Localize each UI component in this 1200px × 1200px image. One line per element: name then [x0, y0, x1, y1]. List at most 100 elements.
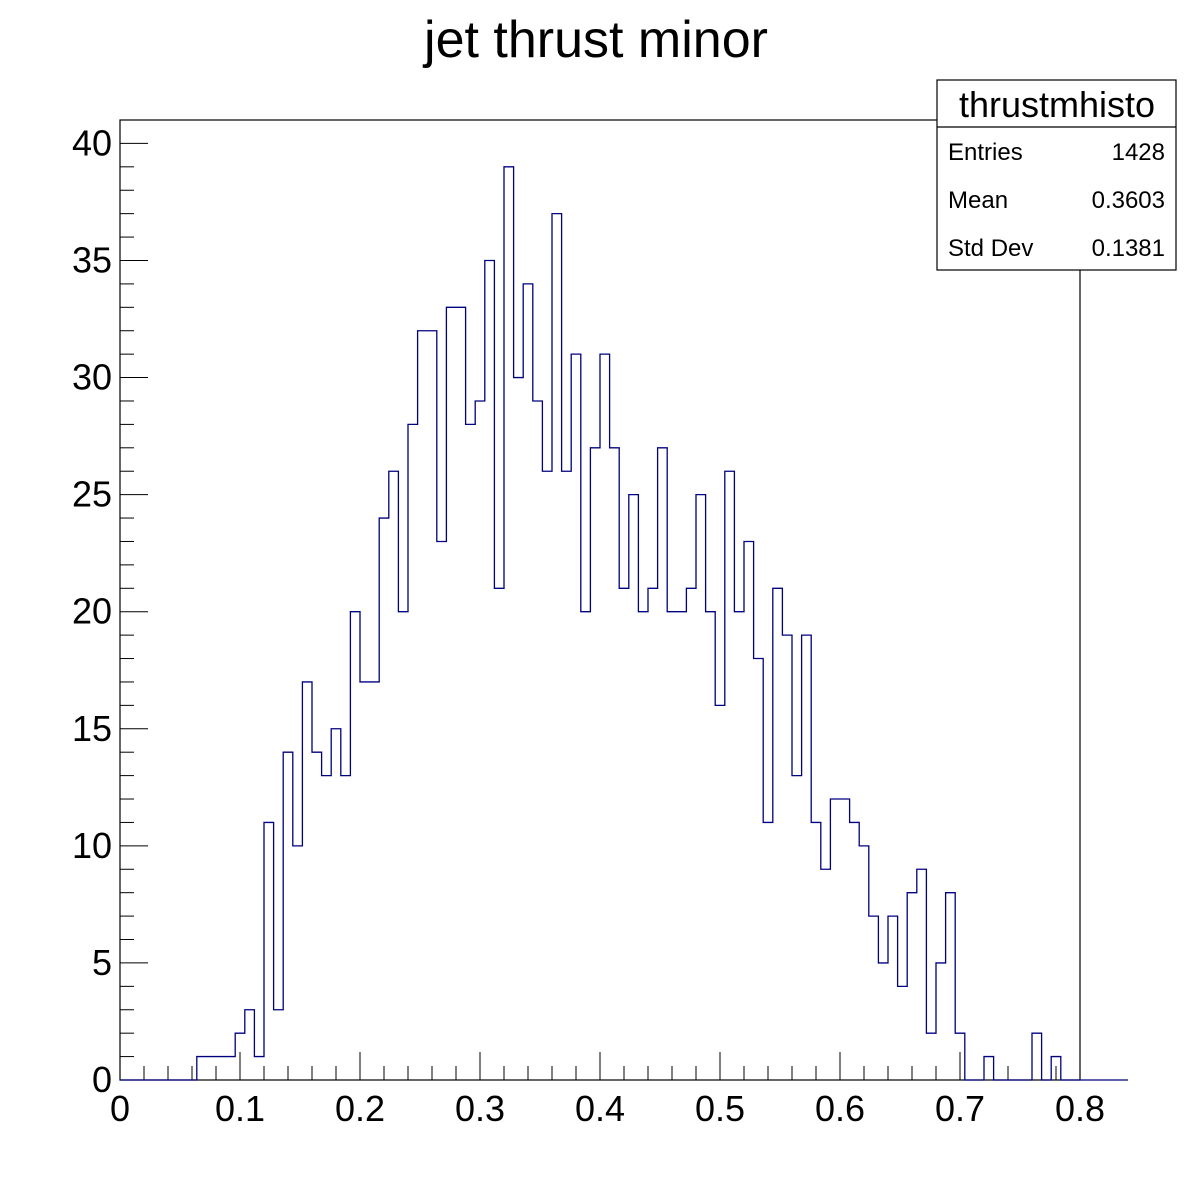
- x-tick-label: 0.6: [815, 1088, 865, 1129]
- histogram-bin: [245, 1010, 255, 1080]
- histogram-bins: [197, 167, 1061, 1080]
- histogram-bin: [926, 1033, 936, 1080]
- histogram-bin: [590, 448, 600, 1080]
- stats-stddev-value: 0.1381: [1092, 235, 1165, 262]
- histogram-bin: [562, 471, 572, 1080]
- histogram-bin: [283, 752, 293, 1080]
- stats-box: thrustmhisto Entries 1428 Mean 0.3603 St…: [936, 79, 1177, 271]
- histogram-bin: [293, 846, 303, 1080]
- histogram-bin: [725, 471, 735, 1080]
- histogram-bin: [638, 612, 648, 1080]
- histogram-bin: [197, 1057, 207, 1080]
- histogram-bin: [350, 612, 360, 1080]
- histogram-bin: [907, 893, 917, 1080]
- histogram-bin: [389, 471, 399, 1080]
- histogram-bin: [485, 260, 495, 1080]
- histogram-bin: [917, 869, 927, 1080]
- histogram-bin: [869, 916, 879, 1080]
- histogram-bin: [408, 424, 418, 1080]
- x-tick-label: 0.5: [695, 1088, 745, 1129]
- y-tick-label: 35: [72, 239, 112, 280]
- stats-box-frame: [936, 79, 1177, 271]
- histogram-bin: [677, 612, 687, 1080]
- histogram-bin: [878, 963, 888, 1080]
- histogram-bin: [302, 682, 312, 1080]
- histogram-bin: [533, 401, 543, 1080]
- histogram-bin: [850, 822, 860, 1080]
- x-tick-label: 0: [110, 1088, 130, 1129]
- histogram-bin: [331, 729, 341, 1080]
- stats-stddev-label: Std Dev: [948, 235, 1033, 262]
- histogram-bin: [600, 354, 610, 1080]
- histogram-bin: [542, 471, 552, 1080]
- x-tick-label: 0.1: [215, 1088, 265, 1129]
- x-axis-ticks: [119, 1052, 1081, 1080]
- x-axis-tick-labels: 0 0.1 0.2 0.3 0.4 0.5 0.6 0.7 0.8: [110, 1088, 1105, 1129]
- histogram-bin: [235, 1033, 245, 1080]
- histogram-bin: [1032, 1033, 1042, 1080]
- histogram-bin: [686, 588, 696, 1080]
- x-tick-label: 0.4: [575, 1088, 625, 1129]
- histogram-bin: [715, 705, 725, 1080]
- histogram-bin: [802, 635, 812, 1080]
- histogram-bin: [571, 354, 581, 1080]
- histogram-bin: [581, 612, 591, 1080]
- histogram-bin: [734, 612, 744, 1080]
- histogram-bin: [466, 424, 476, 1080]
- histogram-bin: [552, 214, 562, 1080]
- y-tick-label: 5: [92, 942, 112, 983]
- histogram-bin: [792, 776, 802, 1080]
- histogram-series-line: [120, 166, 1128, 1081]
- x-tick-label: 0.8: [1055, 1088, 1105, 1129]
- histogram-bin: [898, 986, 908, 1080]
- histogram-bin: [821, 869, 831, 1080]
- histogram-bin: [946, 893, 956, 1080]
- stats-entries-label: Entries: [948, 139, 1023, 166]
- histogram-bin: [206, 1057, 216, 1080]
- histogram-bin: [782, 635, 792, 1080]
- histogram-bin: [984, 1057, 994, 1080]
- histogram-bin: [216, 1057, 226, 1080]
- y-tick-label: 25: [72, 474, 112, 515]
- histogram-bin: [360, 682, 370, 1080]
- x-tick-label: 0.2: [335, 1088, 385, 1129]
- histogram-bin: [744, 541, 754, 1080]
- histogram-bin: [370, 682, 380, 1080]
- histogram-bin: [754, 659, 764, 1080]
- y-tick-label: 10: [72, 825, 112, 866]
- y-tick-label: 20: [72, 591, 112, 632]
- histogram-bin: [706, 612, 716, 1080]
- histogram-bin: [667, 612, 677, 1080]
- histogram-bin: [446, 307, 456, 1080]
- histogram-bin: [427, 331, 437, 1080]
- y-tick-label: 15: [72, 708, 112, 749]
- histogram-bin: [341, 776, 351, 1080]
- histogram-bin: [811, 822, 821, 1080]
- histogram-bin: [936, 963, 946, 1080]
- histogram-bin: [379, 518, 389, 1080]
- stats-entries-value: 1428: [1112, 139, 1165, 166]
- stats-mean-label: Mean: [948, 187, 1008, 214]
- histogram-bin: [504, 167, 514, 1080]
- histogram-bin: [523, 284, 533, 1080]
- y-tick-label: 0: [92, 1059, 112, 1100]
- stats-mean-value: 0.3603: [1092, 187, 1165, 214]
- histogram-bin: [254, 1057, 264, 1080]
- histogram-bin: [629, 495, 639, 1080]
- histogram-bin: [494, 588, 504, 1080]
- histogram-bin: [859, 846, 869, 1080]
- histogram-bin: [840, 799, 850, 1080]
- y-tick-label: 30: [72, 357, 112, 398]
- x-tick-label: 0.7: [935, 1088, 985, 1129]
- histogram-bin: [696, 495, 706, 1080]
- histogram-bin: [398, 612, 408, 1080]
- histogram-bin: [619, 588, 629, 1080]
- histogram-bin: [312, 752, 322, 1080]
- histogram-bin: [514, 378, 524, 1080]
- histogram-bin: [274, 1010, 284, 1080]
- histogram-bin: [1051, 1057, 1061, 1080]
- y-tick-label: 40: [72, 122, 112, 163]
- histogram-bin: [888, 916, 898, 1080]
- histogram-bin: [773, 588, 783, 1080]
- histogram-bin: [955, 1033, 965, 1080]
